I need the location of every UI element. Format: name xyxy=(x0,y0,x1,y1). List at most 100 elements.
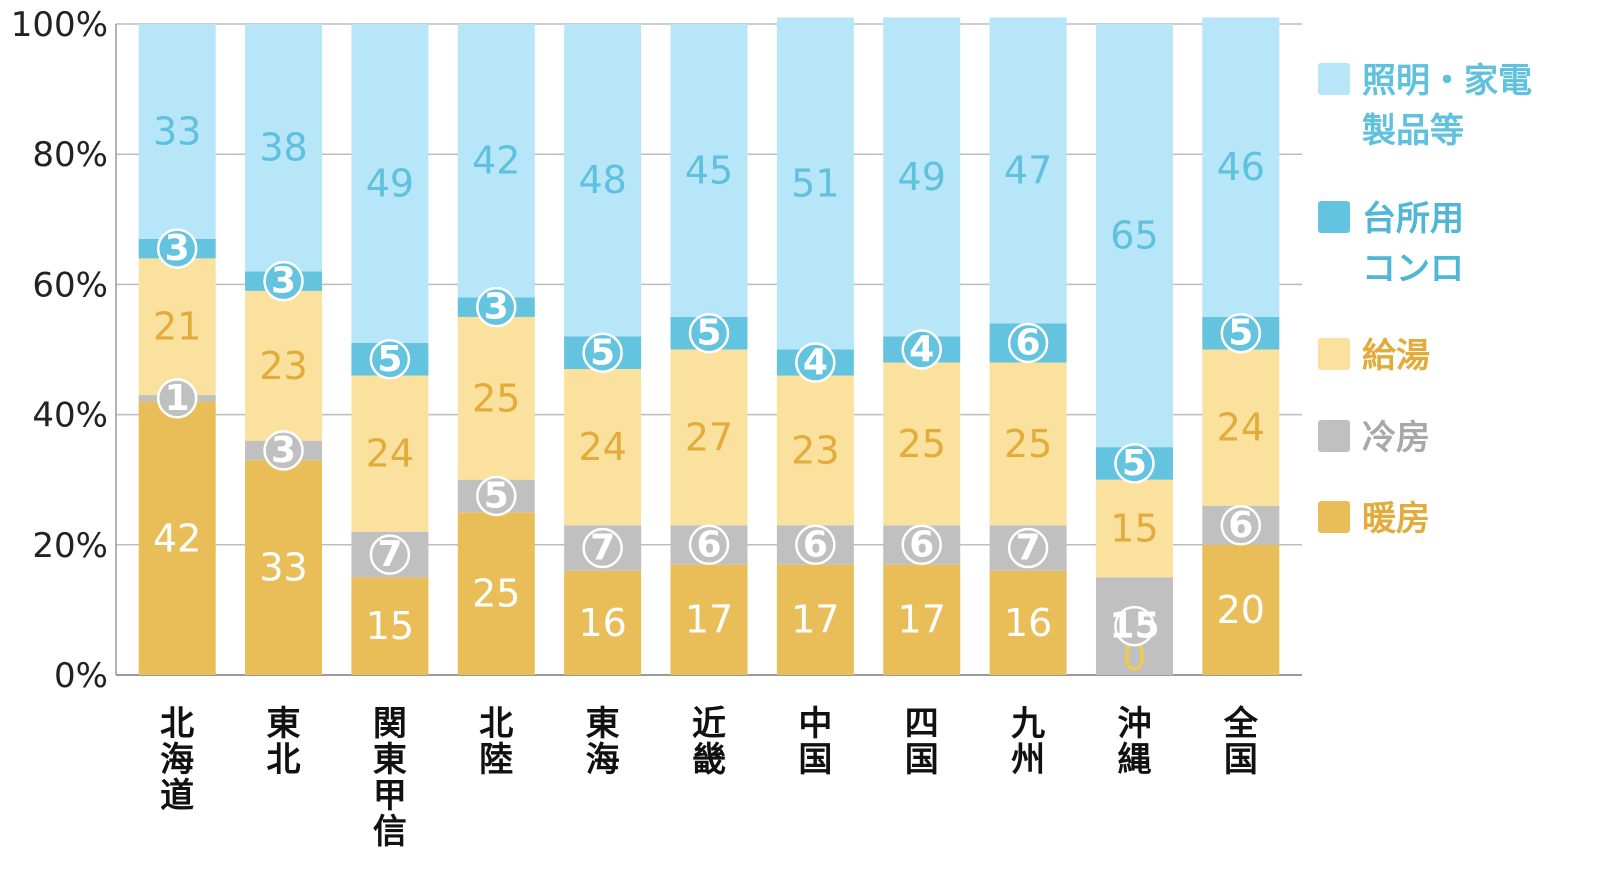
bar-segment xyxy=(670,564,748,675)
badge-circle xyxy=(582,527,623,569)
bar-segment xyxy=(351,577,429,675)
bar-segment xyxy=(1095,24,1173,448)
bar-segment xyxy=(883,17,961,337)
legend-swatch xyxy=(1318,63,1350,95)
badge-circle xyxy=(688,312,730,354)
badge-circle xyxy=(582,332,623,374)
data-label: 15 xyxy=(1109,606,1159,647)
data-label: 5 xyxy=(696,313,721,354)
data-label: 3 xyxy=(484,287,509,328)
badge-circle xyxy=(1220,505,1262,546)
bar-segment xyxy=(564,369,642,526)
bar-segment xyxy=(1202,349,1280,506)
bar-segment xyxy=(989,362,1067,526)
x-tick-label: 東海 xyxy=(586,704,620,780)
data-label: 17 xyxy=(685,598,733,642)
value-labels: 4212133333323338157245492552534216724548… xyxy=(153,109,1265,679)
data-label: 5 xyxy=(1228,313,1253,354)
data-label: 23 xyxy=(259,344,307,388)
badge-circle xyxy=(901,329,942,370)
data-label: 24 xyxy=(1217,406,1265,450)
data-label: 15 xyxy=(1110,507,1158,551)
data-label: 24 xyxy=(578,425,626,469)
bar-segment xyxy=(351,375,429,532)
x-tick-label: 近畿 xyxy=(692,704,726,780)
data-label: 3 xyxy=(271,261,296,302)
badge-circle xyxy=(1114,605,1155,647)
data-label: 3 xyxy=(271,430,296,471)
data-label: 33 xyxy=(259,546,307,590)
data-label: 16 xyxy=(578,601,626,645)
y-tick-label: 40% xyxy=(32,396,108,436)
data-label: 47 xyxy=(1004,148,1052,192)
data-label: 6 xyxy=(1228,505,1253,546)
data-label: 1 xyxy=(165,378,190,419)
badge-circle xyxy=(263,430,304,471)
data-label: 48 xyxy=(578,158,626,202)
legend-swatch xyxy=(1318,338,1350,370)
bar-segment xyxy=(245,24,323,272)
bar-segment xyxy=(138,24,216,239)
data-label: 20 xyxy=(1217,588,1265,632)
y-tick-label: 100% xyxy=(11,5,108,45)
bar-segment xyxy=(670,24,748,317)
y-tick-label: 60% xyxy=(32,265,108,305)
data-label: 33 xyxy=(153,109,201,153)
data-label: 46 xyxy=(1217,145,1265,189)
data-label: 6 xyxy=(909,524,934,565)
badge-circle xyxy=(795,342,836,383)
data-label: 4 xyxy=(909,329,934,370)
badge-circle xyxy=(795,524,836,566)
legend-swatch xyxy=(1318,501,1350,533)
badge-circle xyxy=(901,524,942,566)
data-label: 38 xyxy=(259,126,307,170)
data-label: 25 xyxy=(898,422,946,466)
data-label: 3 xyxy=(165,228,190,269)
badge-circle xyxy=(1220,312,1262,354)
data-label: 25 xyxy=(1004,422,1052,466)
legend-swatch xyxy=(1318,420,1350,452)
data-label: 6 xyxy=(1016,322,1041,363)
badge-circle xyxy=(1007,527,1049,569)
bar-segment xyxy=(883,362,961,526)
bar-segment xyxy=(457,24,535,298)
x-tick-label: 九州 xyxy=(1011,704,1045,780)
data-label: 21 xyxy=(153,305,201,349)
badge-circle xyxy=(156,378,198,419)
bar-segment xyxy=(564,570,642,675)
data-label: 25 xyxy=(472,572,520,616)
data-label: 42 xyxy=(472,139,520,183)
badge-circle xyxy=(1007,322,1049,364)
data-label: 17 xyxy=(898,598,946,642)
data-label: 15 xyxy=(366,604,414,648)
y-tick-label: 0% xyxy=(54,656,108,696)
bar-segment xyxy=(564,24,642,337)
legend-label: 暖房 xyxy=(1362,499,1430,539)
data-label: 5 xyxy=(1122,443,1147,484)
bar-segment xyxy=(776,564,854,675)
badge-circle xyxy=(1114,443,1155,484)
bar-segment xyxy=(989,17,1067,324)
x-tick-label: 中国 xyxy=(798,704,832,780)
bar-segment xyxy=(883,564,961,675)
data-label: 16 xyxy=(1004,601,1052,645)
x-tick-label: 沖縄 xyxy=(1117,704,1151,780)
data-label: 6 xyxy=(696,524,721,565)
x-tick-label: 全国 xyxy=(1223,704,1259,780)
data-label: 5 xyxy=(590,332,615,373)
data-label: 27 xyxy=(685,415,733,459)
bar-segment xyxy=(457,316,535,480)
badge-circle xyxy=(476,286,517,328)
x-tick-label: 東北 xyxy=(267,704,301,780)
bar-segment xyxy=(670,349,748,526)
bar-segment xyxy=(245,460,323,675)
badge-circle xyxy=(263,260,304,302)
data-label: 6 xyxy=(803,524,828,565)
data-label: 4 xyxy=(803,342,828,383)
bar-segment xyxy=(989,570,1067,675)
data-label: 24 xyxy=(366,432,414,476)
x-tick-label: 北陸 xyxy=(479,704,513,780)
badge-circle xyxy=(476,475,517,517)
